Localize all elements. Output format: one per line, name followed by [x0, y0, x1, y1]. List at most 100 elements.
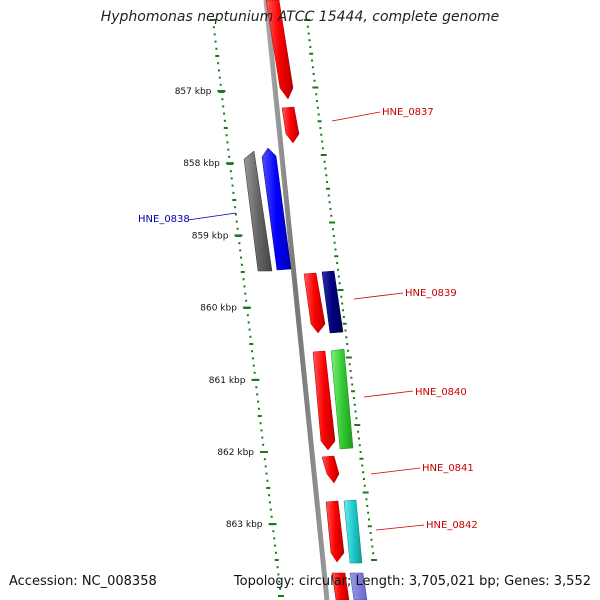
right-track-dot	[327, 194, 330, 197]
left-track-dot	[257, 407, 260, 410]
gene-label-HNE_0838[interactable]: HNE_0838	[138, 214, 190, 225]
left-track-dot	[227, 148, 230, 151]
right-track-dot	[361, 464, 364, 467]
right-track-dot	[329, 208, 332, 210]
left-track-dot	[234, 213, 237, 216]
left-track-dot	[263, 458, 266, 461]
gene-label-HNE_0842[interactable]: HNE_0842	[426, 520, 478, 531]
left-track-dot	[279, 587, 282, 590]
left-track-dot	[274, 559, 279, 561]
gene-label-HNE_0839[interactable]: HNE_0839	[405, 288, 457, 299]
right-track-dot	[351, 390, 356, 393]
left-track-dot	[247, 321, 250, 324]
right-track-dot	[345, 336, 348, 339]
left-track-dot	[229, 170, 232, 173]
right-track-dot	[316, 106, 319, 109]
left-track-dot	[274, 551, 277, 554]
right-track-dot	[320, 133, 323, 136]
gene-HNE_0837[interactable]	[281, 106, 300, 144]
leader-HNE_0842	[375, 524, 425, 531]
left-track-dot	[242, 278, 245, 281]
right-track-dot	[334, 248, 337, 251]
left-track-dot	[235, 220, 238, 223]
left-track-dot	[256, 393, 259, 396]
gene-HNE_0842[interactable]	[325, 500, 345, 563]
gene-HNE_0840-cog[interactable]	[330, 348, 354, 450]
left-track-dot	[278, 595, 284, 597]
right-track-dot	[337, 275, 340, 278]
kbp-tick-mark	[225, 162, 234, 165]
left-track-dot	[232, 199, 237, 201]
gene-label-HNE_0840[interactable]: HNE_0840	[415, 387, 467, 398]
leader-HNE_0841	[370, 467, 421, 475]
right-track-dot	[350, 376, 353, 379]
left-track-dot	[251, 350, 254, 353]
gene-top-partial[interactable]	[265, 0, 294, 100]
left-track-dot	[212, 26, 215, 29]
left-track-dot	[217, 69, 220, 72]
right-track-dot	[357, 437, 360, 440]
right-track-dot	[336, 268, 339, 271]
gene-HNE_0839-cog[interactable]	[321, 270, 344, 334]
right-track-dot	[371, 559, 377, 561]
left-track-dot	[232, 191, 235, 194]
right-track-dot	[307, 32, 310, 35]
right-track-dot	[321, 140, 324, 143]
gene-HNE_0838-cog[interactable]	[243, 150, 273, 272]
right-track-dot	[354, 424, 361, 426]
gene-HNE_0838[interactable]	[261, 147, 292, 271]
right-track-dot	[358, 444, 361, 447]
right-track-dot	[362, 471, 365, 474]
right-track-dot	[332, 235, 335, 237]
kbp-tick-mark	[268, 523, 277, 526]
right-track-dot	[324, 167, 327, 170]
left-track-dot	[260, 429, 263, 432]
left-track-dot	[257, 415, 262, 417]
left-track-dot	[252, 364, 255, 367]
kbp-tick-label: 860 kbp	[200, 304, 237, 314]
right-track-dot	[354, 410, 357, 413]
right-track-dot	[370, 538, 373, 541]
right-track-dot	[317, 113, 320, 116]
right-track-dot	[371, 545, 374, 548]
left-track-dot	[226, 141, 229, 144]
right-track-dot	[353, 403, 356, 406]
right-track-dot	[348, 363, 351, 366]
left-track-dot	[266, 479, 269, 482]
right-track-dot	[338, 282, 341, 285]
left-track-dot	[259, 422, 262, 425]
accession-text: Accession: NC_008358	[9, 574, 157, 589]
left-track-dot	[238, 242, 241, 245]
right-track-dot	[317, 120, 322, 123]
kbp-tick-mark	[217, 90, 226, 92]
left-track-dot	[268, 494, 271, 497]
right-track-dot	[313, 79, 316, 82]
right-track-dot	[352, 397, 355, 399]
left-track-dot	[255, 386, 258, 389]
right-track-dot	[334, 255, 339, 258]
left-track-dot	[278, 580, 281, 583]
gene-HNE_0840[interactable]	[312, 350, 336, 451]
right-track-dot	[357, 430, 360, 433]
left-track-dot	[236, 227, 239, 230]
left-track-dot	[248, 328, 251, 331]
gene-label-HNE_0841[interactable]: HNE_0841	[422, 463, 474, 474]
gene-HNE_0842-cog[interactable]	[343, 499, 363, 564]
left-track-dot	[265, 472, 268, 475]
left-track-dot	[223, 119, 226, 122]
left-track-dot	[219, 83, 222, 86]
right-track-dot	[365, 498, 368, 501]
right-track-dot	[344, 329, 347, 332]
left-track-dot	[249, 335, 252, 338]
map-title: Hyphomonas neptunium ATCC 15444, complet…	[100, 9, 500, 25]
left-track-dot	[214, 40, 217, 43]
genome-summary-text: Topology: circular; Length: 3,705,021 bp…	[233, 574, 591, 589]
gene-label-HNE_0837[interactable]: HNE_0837	[382, 107, 434, 118]
gene-bottom-partial[interactable]	[331, 572, 368, 600]
gene-HNE_0839[interactable]	[303, 272, 326, 334]
left-track-dot	[240, 263, 243, 266]
right-track-dot	[363, 484, 366, 487]
right-track-dot	[341, 302, 344, 305]
left-track-dot	[240, 271, 245, 273]
gene-HNE_0841[interactable]	[321, 455, 340, 484]
